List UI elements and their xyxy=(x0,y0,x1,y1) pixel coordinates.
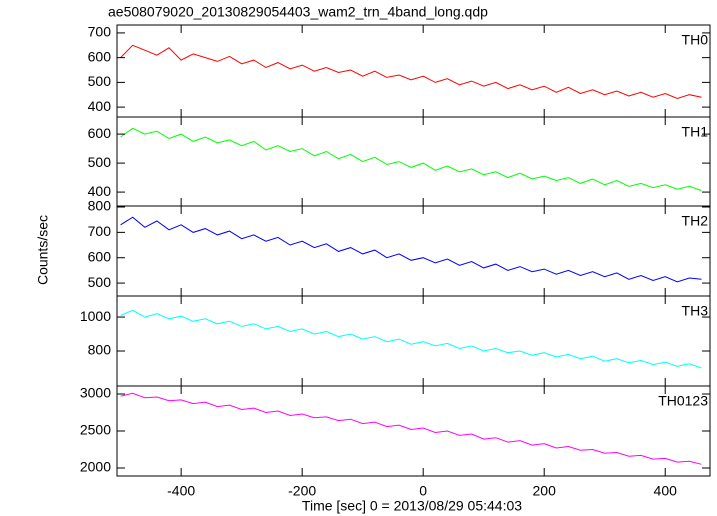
light-curve xyxy=(120,44,702,100)
panel-label: TH0 xyxy=(682,32,709,48)
panel-frame xyxy=(116,116,711,207)
light-curve xyxy=(120,392,702,465)
y-tick-label: 700 xyxy=(88,24,112,40)
light-curve xyxy=(120,127,702,192)
y-tick-label: 2000 xyxy=(80,459,111,475)
x-axis-label: Time [sec] 0 = 2013/08/29 05:44:03 xyxy=(302,498,522,514)
x-tick-label: 200 xyxy=(533,483,557,499)
panel-frame xyxy=(116,385,711,477)
panel-label: TH2 xyxy=(682,213,709,229)
y-tick-label: 500 xyxy=(88,274,112,290)
x-tick-label: 0 xyxy=(419,483,427,499)
panel-label: TH1 xyxy=(682,124,709,140)
panel-label: TH3 xyxy=(682,303,709,319)
panel-frame xyxy=(116,24,711,118)
light-curve xyxy=(120,309,702,369)
x-tick-label: -400 xyxy=(167,483,195,499)
y-tick-label: 500 xyxy=(88,154,112,170)
x-tick-label: 400 xyxy=(654,483,678,499)
y-tick-label: 800 xyxy=(88,342,112,358)
y-tick-label: 1000 xyxy=(80,308,111,324)
y-tick-label: 400 xyxy=(88,98,112,114)
panel-frame xyxy=(116,205,711,297)
y-tick-label: 500 xyxy=(88,73,112,89)
chart-title: ae508079020_20130829054403_wam2_trn_4ban… xyxy=(108,4,488,20)
y-tick-label: 400 xyxy=(88,183,112,199)
panel-frame xyxy=(116,295,711,387)
x-tick-label: -200 xyxy=(288,483,316,499)
y-tick-label: 700 xyxy=(88,223,112,239)
light-curve xyxy=(120,216,702,283)
y-tick-label: 600 xyxy=(88,48,112,64)
y-tick-label: 800 xyxy=(88,198,112,214)
y-tick-label: 600 xyxy=(88,248,112,264)
panel-label: TH0123 xyxy=(658,393,708,409)
y-axis-label: Counts/sec xyxy=(35,215,51,285)
y-tick-label: 600 xyxy=(88,125,112,141)
y-tick-label: 2500 xyxy=(80,422,111,438)
y-tick-label: 3000 xyxy=(80,385,111,401)
